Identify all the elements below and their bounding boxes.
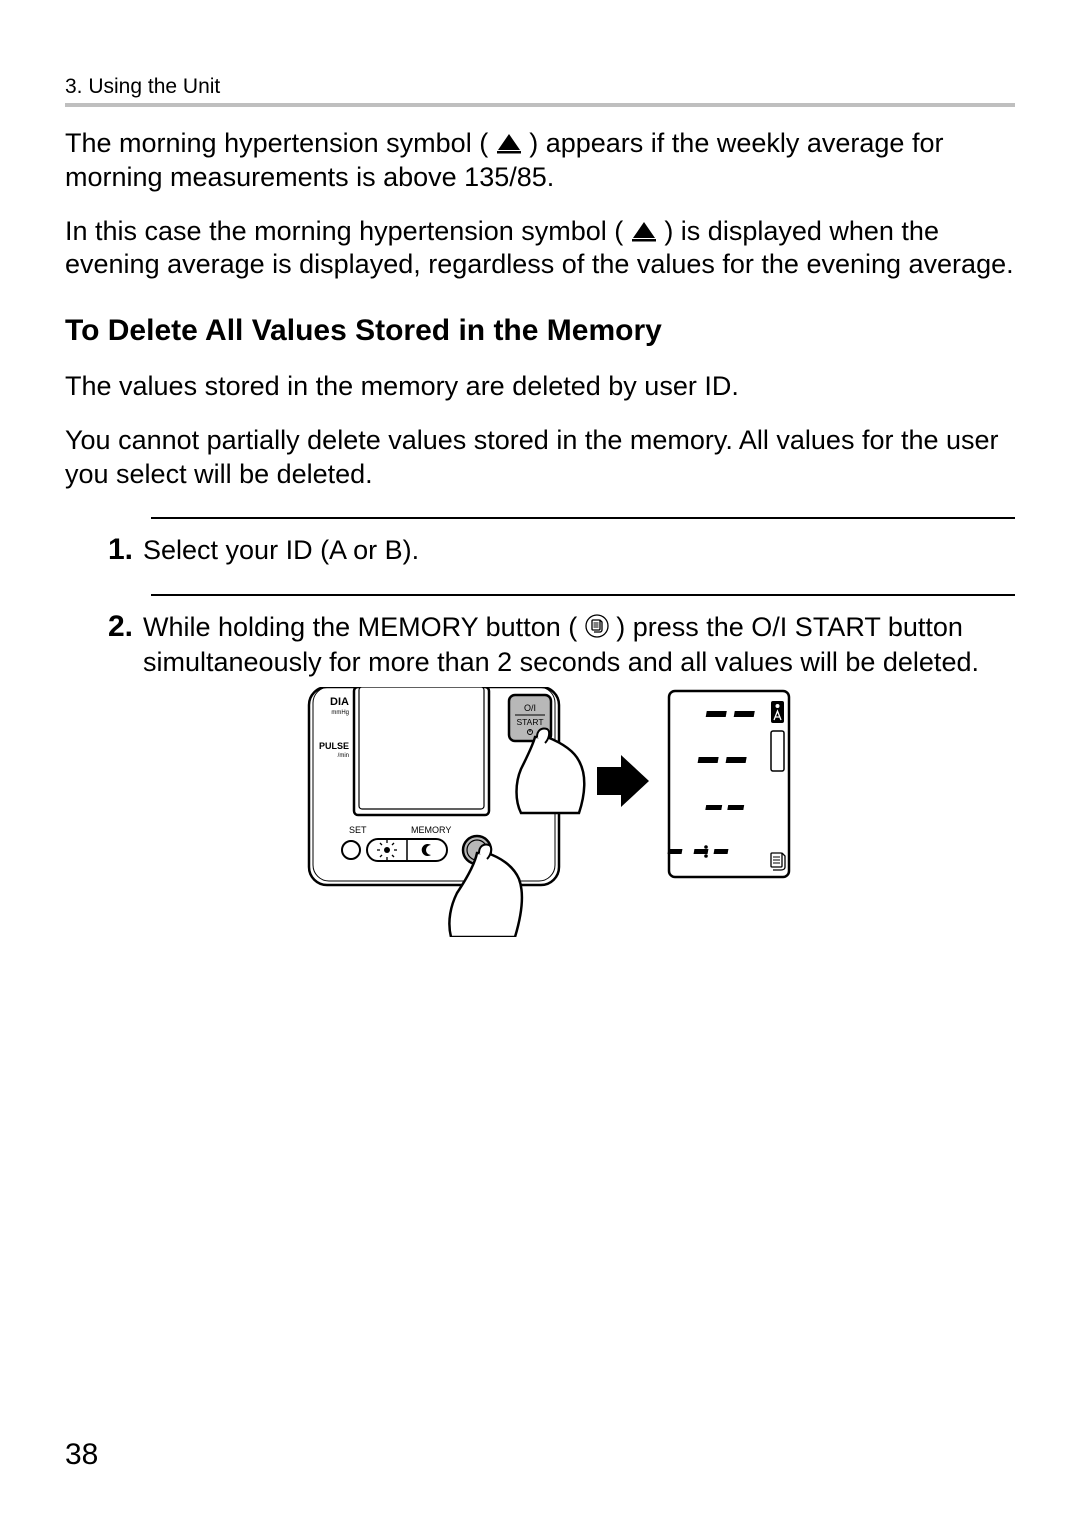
start-label: START xyxy=(516,717,543,727)
section-intro-2: You cannot partially delete values store… xyxy=(65,424,1015,492)
memory-button-icon xyxy=(585,614,609,638)
step-2: 2. While holding the MEMORY button ( ) p… xyxy=(151,594,1015,945)
intro-paragraph-2: In this case the morning hypertension sy… xyxy=(65,215,1015,283)
page-number: 38 xyxy=(65,1438,98,1472)
section-intro-1: The values stored in the memory are dele… xyxy=(65,370,1015,404)
pulse-label: PULSE xyxy=(319,741,349,751)
set-label: SET xyxy=(349,825,367,835)
step-1-number: 1. xyxy=(99,533,143,568)
memory-label: MEMORY xyxy=(411,825,451,835)
pulse-unit-label: /min xyxy=(338,753,349,759)
device-diagram: DIA mmHg PULSE /min SET MEMORY xyxy=(143,687,1015,946)
step-2-text-a: While holding the MEMORY button ( xyxy=(143,612,577,642)
morning-hypertension-icon xyxy=(631,220,657,242)
arrow-right-icon xyxy=(597,755,649,807)
para1-a: The morning hypertension symbol ( xyxy=(65,128,488,158)
morning-hypertension-icon xyxy=(496,132,522,154)
start-oi-label: O/I xyxy=(524,703,536,713)
dia-unit-label: mmHg xyxy=(331,710,349,716)
step-1-text: Select your ID (A or B). xyxy=(143,533,1015,568)
step-list: 1. Select your ID (A or B). 2. While hol… xyxy=(99,517,1015,945)
section-heading: To Delete All Values Stored in the Memor… xyxy=(65,314,1015,348)
intro-paragraph-1: The morning hypertension symbol ( ) appe… xyxy=(65,127,1015,195)
step-2-number: 2. xyxy=(99,610,143,945)
chapter-header-text: 3. Using the Unit xyxy=(65,75,220,98)
chapter-header: 3. Using the Unit xyxy=(65,75,1015,107)
step-1: 1. Select your ID (A or B). xyxy=(151,517,1015,568)
dia-label: DIA xyxy=(330,696,349,708)
para2-a: In this case the morning hypertension sy… xyxy=(65,216,623,246)
step-2-body: While holding the MEMORY button ( ) pres… xyxy=(143,610,1015,945)
result-display xyxy=(668,691,789,877)
